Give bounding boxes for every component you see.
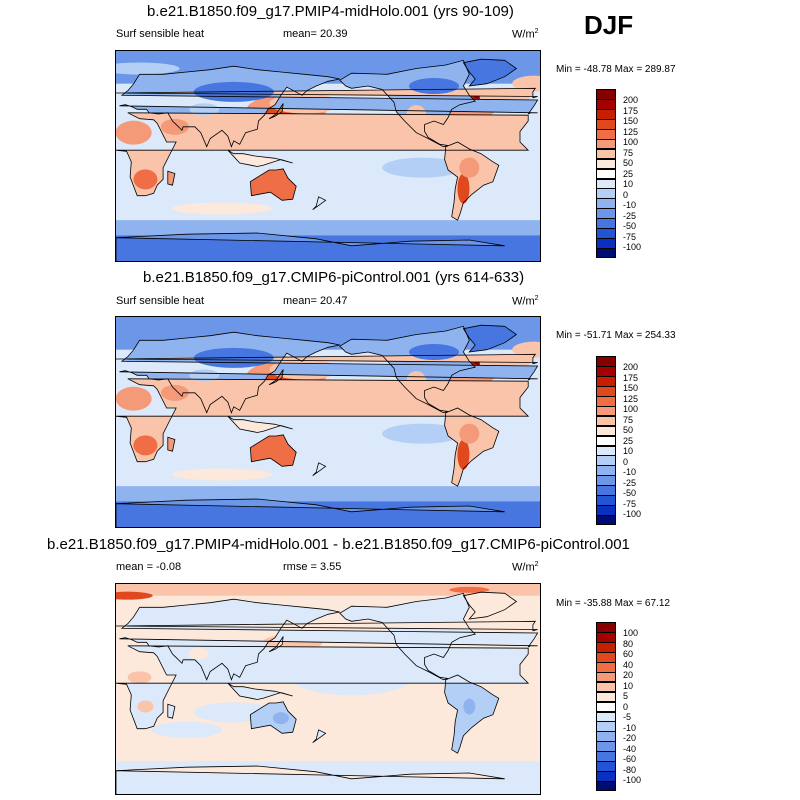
colorbar-tick-label: -5	[623, 712, 632, 722]
colorbar-tick-label: -60	[623, 754, 637, 764]
colorbar-tick-label: 200	[623, 362, 639, 372]
colorbar-tick-label: 80	[623, 638, 634, 649]
colorbar-tick-label: -10	[623, 200, 637, 210]
panel-2-minmax: Min = -51.71 Max = 254.33	[556, 330, 676, 341]
colorbar-tick-label: -80	[623, 764, 637, 775]
panel-2-mean-label: mean= 20.47	[283, 295, 348, 307]
colorbar-tick-label: -10	[623, 722, 637, 733]
colorbar-tick-label: 175	[623, 105, 639, 116]
colorbar-tick-label: 0	[623, 456, 629, 467]
panel-2-title: b.e21.B1850.f09_g17.CMIP6-piControl.001 …	[143, 269, 525, 286]
colorbar-tick-label: 100	[623, 404, 639, 414]
colorbar-tick-label: -40	[623, 743, 637, 754]
colorbar-tick-label: -50	[623, 221, 637, 231]
panel-3-title: b.e21.B1850.f09_g17.PMIP4-midHolo.001 - …	[47, 536, 630, 553]
colorbar-tick-label: 60	[623, 649, 634, 659]
colorbar-tick-label: 50	[623, 158, 634, 168]
panel-3-mean-label: mean = -0.08	[116, 561, 182, 573]
panel-3-colorbar	[596, 622, 616, 792]
panel-1-unit-label: W/m2	[512, 28, 539, 41]
colorbar-tick-label: -20	[623, 733, 637, 743]
colorbar-tick-label: 25	[623, 435, 634, 446]
colorbar-tick-label: -100	[623, 509, 642, 519]
colorbar-swatch	[596, 247, 616, 259]
colorbar-tick-label: 20	[623, 670, 634, 680]
colorbar-tick-label: -50	[623, 488, 637, 498]
colorbar-swatch	[596, 514, 616, 526]
panel-2-map	[115, 316, 541, 528]
panel-1-map	[115, 50, 541, 262]
colorbar-tick-label: -100	[623, 775, 642, 785]
panel-3-map	[115, 583, 541, 795]
panel-2-colorbar-labels: 200 175 150 125 100 75 50 25 10 0 -10 -25 -50 -75 -100	[623, 357, 641, 519]
colorbar-tick-label: -75	[623, 231, 637, 242]
colorbar-tick-label: 125	[623, 126, 639, 137]
colorbar-tick-label: 200	[623, 95, 639, 105]
colorbar-tick-label: 75	[623, 414, 634, 425]
colorbar-tick-label: 10	[623, 179, 634, 189]
panel-3-colorbar-labels: 100 80 60 40 20 10 5 0 -5 -10 -20 -40 -60 -80 -100	[623, 623, 641, 785]
colorbar-tick-label: 100	[623, 137, 639, 147]
colorbar-tick-label: -25	[623, 210, 637, 221]
colorbar-tick-label: 150	[623, 383, 639, 393]
colorbar-tick-label: 5	[623, 691, 629, 701]
panel-2-variable-label: Surf sensible heat	[116, 295, 205, 307]
colorbar-tick-label: 10	[623, 446, 634, 456]
panel-2-colorbar	[596, 356, 616, 526]
colorbar-tick-label: -75	[623, 498, 637, 509]
panel-1-colorbar-labels: 200 175 150 125 100 75 50 25 10 0 -10 -25 -50 -75 -100	[623, 90, 641, 252]
panel-3-minmax: Min = -35.88 Max = 67.12	[556, 598, 670, 609]
colorbar-tick-label: -25	[623, 477, 637, 488]
season-label: DJF	[584, 10, 634, 40]
colorbar-tick-label: 0	[623, 189, 629, 200]
colorbar-tick-label: 125	[623, 393, 639, 404]
colorbar-tick-label: -10	[623, 467, 637, 477]
colorbar-tick-label: 150	[623, 116, 639, 126]
panel-2-unit-label: W/m2	[512, 295, 539, 308]
colorbar-tick-label: 50	[623, 425, 634, 435]
panel-1-minmax: Min = -48.78 Max = 289.87	[556, 64, 676, 75]
panel-3-rmse-label: rmse = 3.55	[283, 561, 342, 573]
colorbar-tick-label: 175	[623, 372, 639, 383]
panel-3-unit-label: W/m2	[512, 561, 539, 574]
colorbar-tick-label: 0	[623, 701, 629, 712]
colorbar-tick-label: 10	[623, 680, 634, 691]
panel-1-mean-label: mean= 20.39	[283, 28, 348, 40]
colorbar-tick-label: 25	[623, 168, 634, 179]
panel-1-title: b.e21.B1850.f09_g17.PMIP4-midHolo.001 (y…	[147, 3, 514, 20]
colorbar-tick-label: 100	[623, 628, 639, 638]
colorbar-tick-label: 40	[623, 659, 634, 670]
panel-1-variable-label: Surf sensible heat	[116, 28, 205, 40]
colorbar-swatch	[596, 780, 616, 792]
colorbar-tick-label: 75	[623, 147, 634, 158]
panel-1-colorbar	[596, 89, 616, 259]
colorbar-tick-label: -100	[623, 242, 642, 252]
